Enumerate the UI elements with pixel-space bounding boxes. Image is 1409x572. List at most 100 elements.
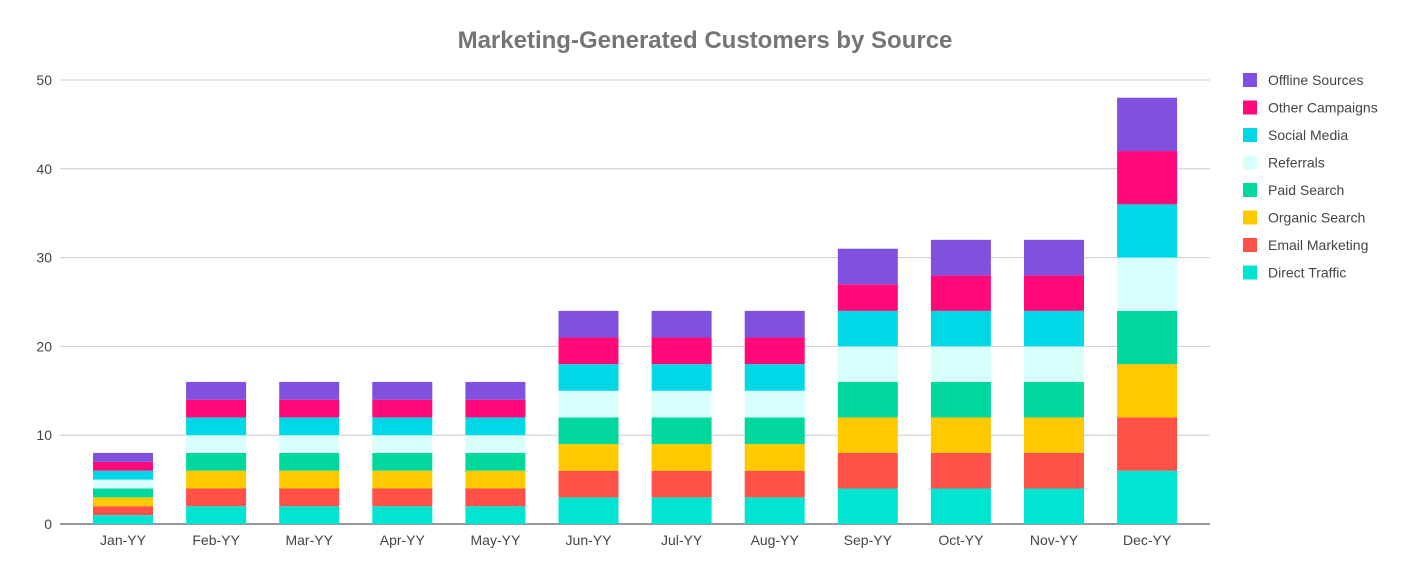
bar-segment[interactable]: [558, 337, 619, 365]
bar-segment[interactable]: [93, 515, 153, 524]
bar-segment[interactable]: [930, 452, 991, 489]
bar-segment[interactable]: [558, 444, 619, 471]
legend-label[interactable]: Paid Search: [1268, 182, 1344, 198]
bar-segment[interactable]: [1117, 204, 1178, 258]
bar-segment[interactable]: [651, 444, 712, 471]
bar-segment[interactable]: [930, 381, 991, 418]
legend-swatch[interactable]: [1243, 210, 1257, 225]
bar-segment[interactable]: [837, 346, 898, 382]
bar-segment[interactable]: [651, 364, 712, 391]
bar-segment[interactable]: [279, 452, 340, 471]
bar-segment[interactable]: [465, 435, 526, 453]
bar-segment[interactable]: [465, 452, 526, 471]
bar-segment[interactable]: [744, 390, 805, 418]
bar-segment[interactable]: [558, 310, 619, 338]
bar-segment[interactable]: [651, 470, 712, 498]
bar-segment[interactable]: [93, 479, 153, 489]
bar-segment[interactable]: [1117, 310, 1178, 365]
bar-segment[interactable]: [1117, 470, 1178, 524]
legend-swatch[interactable]: [1243, 183, 1257, 197]
bar-segment[interactable]: [837, 248, 898, 285]
bar-segment[interactable]: [186, 381, 247, 400]
bar-segment[interactable]: [186, 417, 247, 436]
bar-segment[interactable]: [93, 461, 153, 471]
bar-segment[interactable]: [279, 488, 340, 507]
legend-label[interactable]: Referrals: [1268, 155, 1325, 171]
bar-segment[interactable]: [93, 488, 153, 498]
bar-segment[interactable]: [465, 417, 526, 436]
legend-swatch[interactable]: [1243, 238, 1257, 252]
legend-label[interactable]: Organic Search: [1268, 210, 1365, 226]
bar-segment[interactable]: [93, 506, 153, 516]
legend-swatch[interactable]: [1243, 265, 1257, 280]
bar-segment[interactable]: [186, 452, 247, 471]
bar-segment[interactable]: [837, 284, 898, 311]
bar-segment[interactable]: [372, 488, 433, 507]
legend-label[interactable]: Social Media: [1268, 127, 1348, 143]
bar-segment[interactable]: [1024, 310, 1084, 347]
bar-segment[interactable]: [837, 310, 898, 347]
bar-segment[interactable]: [1117, 151, 1178, 205]
bar-segment[interactable]: [930, 310, 991, 347]
legend-label[interactable]: Other Campaigns: [1268, 100, 1378, 116]
bar-segment[interactable]: [1024, 275, 1084, 311]
bar-segment[interactable]: [372, 452, 433, 471]
bar-segment[interactable]: [558, 497, 619, 524]
bar-segment[interactable]: [186, 399, 247, 418]
bar-segment[interactable]: [558, 417, 619, 445]
bar-segment[interactable]: [279, 399, 340, 418]
bar-segment[interactable]: [837, 452, 898, 489]
bar-segment[interactable]: [744, 364, 805, 391]
bar-segment[interactable]: [1024, 346, 1084, 382]
legend-label[interactable]: Offline Sources: [1268, 72, 1363, 88]
bar-segment[interactable]: [837, 417, 898, 453]
legend-label[interactable]: Email Marketing: [1268, 237, 1368, 253]
bar-segment[interactable]: [930, 488, 991, 524]
bar-segment[interactable]: [279, 470, 340, 489]
bar-segment[interactable]: [651, 337, 712, 365]
bar-segment[interactable]: [465, 488, 526, 507]
bar-segment[interactable]: [651, 310, 712, 338]
bar-segment[interactable]: [744, 470, 805, 498]
bar-segment[interactable]: [186, 435, 247, 453]
bar-segment[interactable]: [186, 470, 247, 489]
bar-segment[interactable]: [558, 390, 619, 418]
bar-segment[interactable]: [930, 346, 991, 382]
legend-label[interactable]: Direct Traffic: [1268, 265, 1346, 281]
bar-segment[interactable]: [186, 506, 247, 524]
bar-segment[interactable]: [93, 497, 153, 507]
bar-segment[interactable]: [279, 506, 340, 524]
bar-segment[interactable]: [1117, 97, 1178, 152]
bar-segment[interactable]: [744, 497, 805, 524]
bar-segment[interactable]: [651, 390, 712, 418]
bar-segment[interactable]: [279, 381, 340, 400]
bar-segment[interactable]: [1024, 488, 1084, 524]
bar-segment[interactable]: [1117, 417, 1178, 471]
bar-segment[interactable]: [1024, 239, 1084, 276]
bar-segment[interactable]: [372, 470, 433, 489]
bar-segment[interactable]: [279, 435, 340, 453]
bar-segment[interactable]: [1024, 381, 1084, 418]
bar-segment[interactable]: [372, 435, 433, 453]
bar-segment[interactable]: [744, 444, 805, 471]
bar-segment[interactable]: [1024, 452, 1084, 489]
bar-segment[interactable]: [744, 337, 805, 365]
bar-segment[interactable]: [372, 417, 433, 436]
legend-swatch[interactable]: [1243, 100, 1257, 115]
bar-segment[interactable]: [930, 239, 991, 276]
bar-segment[interactable]: [558, 470, 619, 498]
bar-segment[interactable]: [465, 470, 526, 489]
bar-segment[interactable]: [837, 381, 898, 418]
bar-segment[interactable]: [930, 417, 991, 453]
bar-segment[interactable]: [465, 381, 526, 400]
bar-segment[interactable]: [372, 399, 433, 418]
bar-segment[interactable]: [558, 364, 619, 391]
bar-segment[interactable]: [744, 417, 805, 445]
bar-segment[interactable]: [465, 506, 526, 524]
bar-segment[interactable]: [1117, 257, 1178, 311]
bar-segment[interactable]: [651, 417, 712, 445]
bar-segment[interactable]: [186, 488, 247, 507]
legend-swatch[interactable]: [1243, 128, 1257, 142]
legend-swatch[interactable]: [1243, 155, 1257, 170]
legend-swatch[interactable]: [1243, 73, 1257, 87]
